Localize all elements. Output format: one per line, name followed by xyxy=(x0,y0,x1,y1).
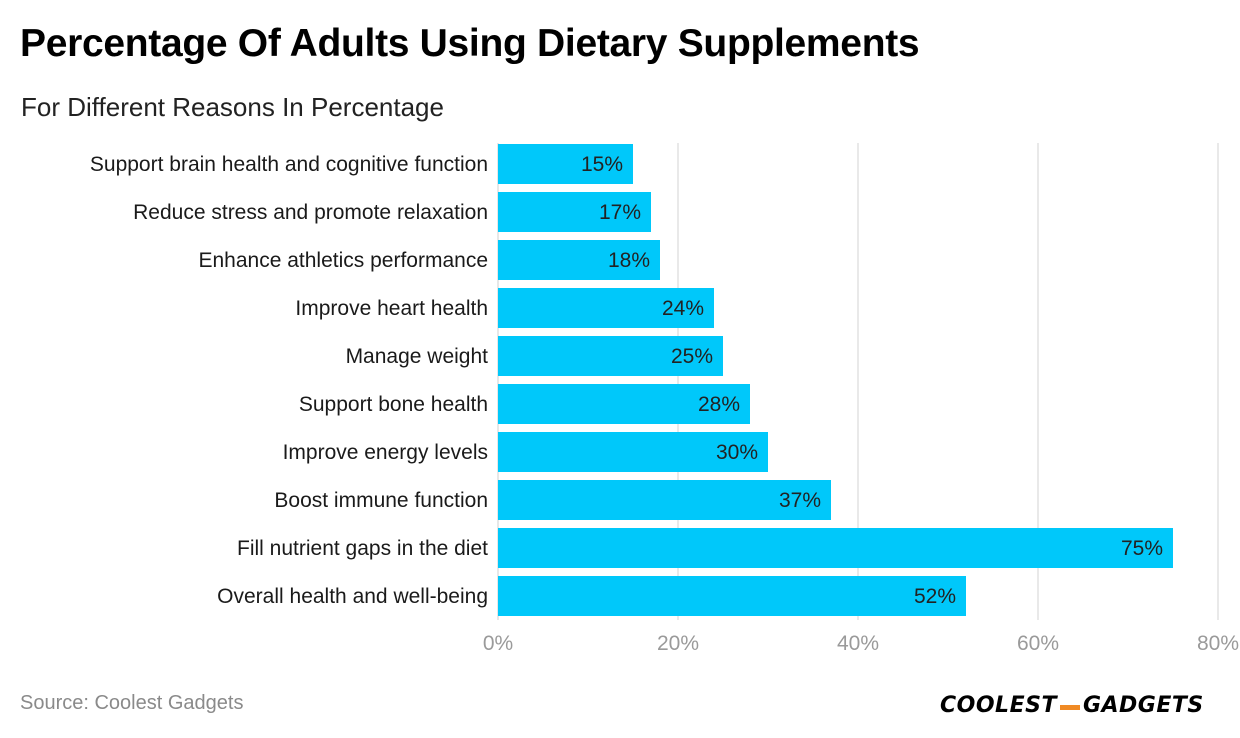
chart-title: Percentage Of Adults Using Dietary Suppl… xyxy=(20,22,920,65)
brand-logo-part2: GADGETS xyxy=(1082,692,1204,718)
bar xyxy=(498,480,831,520)
category-label: Support bone health xyxy=(299,393,488,416)
bar-value-label: 15% xyxy=(581,153,623,176)
labels: 0% 20% 40% 60% 80% Support brain health and c… xyxy=(90,153,1239,655)
bar-value-label: 28% xyxy=(698,393,740,416)
x-tick-label: 0% xyxy=(483,632,513,655)
category-label: Enhance athletics performance xyxy=(199,249,489,272)
category-label: Improve energy levels xyxy=(283,441,488,464)
bars xyxy=(498,144,1173,616)
bar-value-label: 30% xyxy=(716,441,758,464)
chart-subtitle: For Different Reasons In Percentage xyxy=(21,92,444,122)
category-label: Boost immune function xyxy=(274,489,488,512)
category-label: Fill nutrient gaps in the diet xyxy=(237,537,488,560)
bar xyxy=(498,288,714,328)
category-label: Support brain health and cognitive funct… xyxy=(90,153,488,176)
bar xyxy=(498,528,1173,568)
bar xyxy=(498,432,768,472)
bar xyxy=(498,240,660,280)
bar xyxy=(498,384,750,424)
bar-value-label: 17% xyxy=(599,201,641,224)
bar xyxy=(498,576,966,616)
bar xyxy=(498,192,651,232)
category-label: Overall health and well-being xyxy=(217,585,488,608)
bar-value-label: 75% xyxy=(1121,537,1163,560)
bar-value-label: 18% xyxy=(608,249,650,272)
brand-logo: COOLEST GADGETS xyxy=(940,688,1204,722)
bar-value-label: 52% xyxy=(914,585,956,608)
category-label: Improve heart health xyxy=(295,297,488,320)
source-note: Source: Coolest Gadgets xyxy=(20,692,244,714)
x-tick-label: 60% xyxy=(1017,632,1059,655)
brand-logo-part1: COOLEST xyxy=(940,692,1057,718)
brand-logo-dash xyxy=(1059,704,1080,710)
x-tick-label: 20% xyxy=(657,632,699,655)
category-label: Reduce stress and promote relaxation xyxy=(133,201,488,224)
x-tick-label: 40% xyxy=(837,632,879,655)
bar-value-label: 25% xyxy=(671,345,713,368)
bar-value-label: 37% xyxy=(779,489,821,512)
x-tick-label: 80% xyxy=(1197,632,1239,655)
bar xyxy=(498,336,723,376)
bar-value-label: 24% xyxy=(662,297,704,320)
category-label: Manage weight xyxy=(346,345,489,368)
bar xyxy=(498,144,633,184)
